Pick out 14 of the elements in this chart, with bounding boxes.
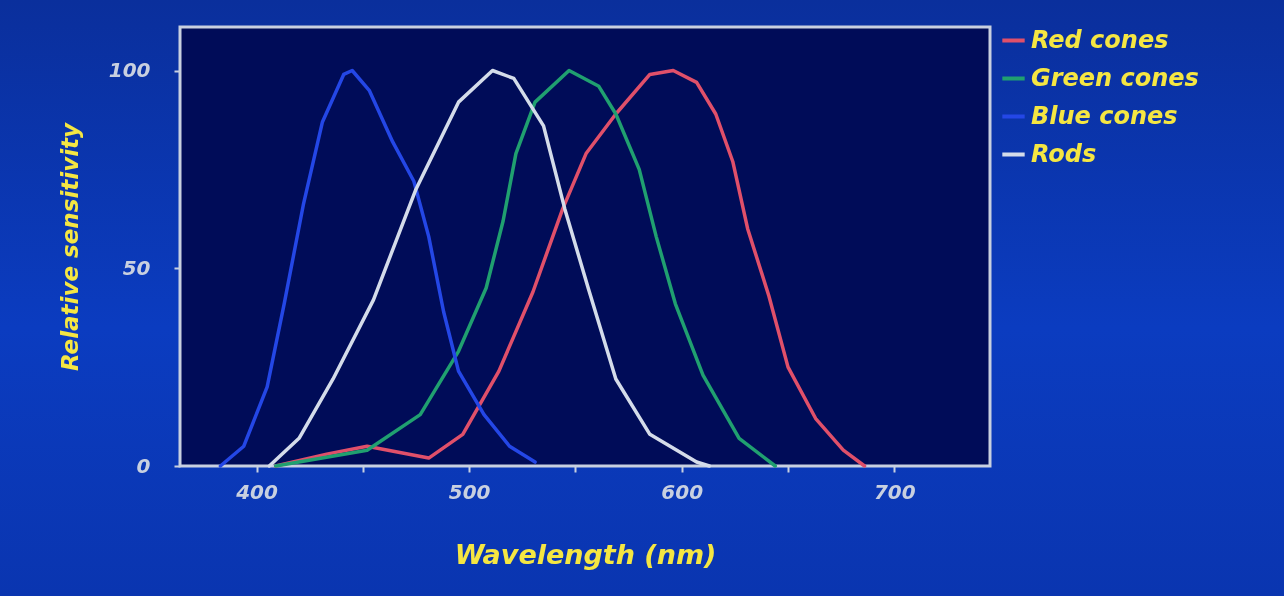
- y-tick-label: 100: [108, 58, 151, 82]
- x-tick-label: 500: [448, 479, 491, 504]
- x-tick-label: 700: [873, 479, 916, 504]
- legend-label: Green cones: [1031, 63, 1199, 92]
- legend-label: Rods: [1031, 139, 1097, 168]
- x-axis-title: Wavelength (nm): [454, 538, 717, 570]
- legend-label: Red cones: [1031, 25, 1169, 54]
- y-axis-title: Relative sensitivity: [56, 121, 83, 372]
- legend-label: Blue cones: [1031, 101, 1178, 130]
- x-tick-label: 600: [661, 479, 704, 504]
- y-tick-label: 50: [122, 255, 151, 280]
- y-tick-label: 0: [136, 453, 151, 478]
- x-tick-label: 400: [235, 479, 278, 504]
- line-series: [218, 68, 537, 468]
